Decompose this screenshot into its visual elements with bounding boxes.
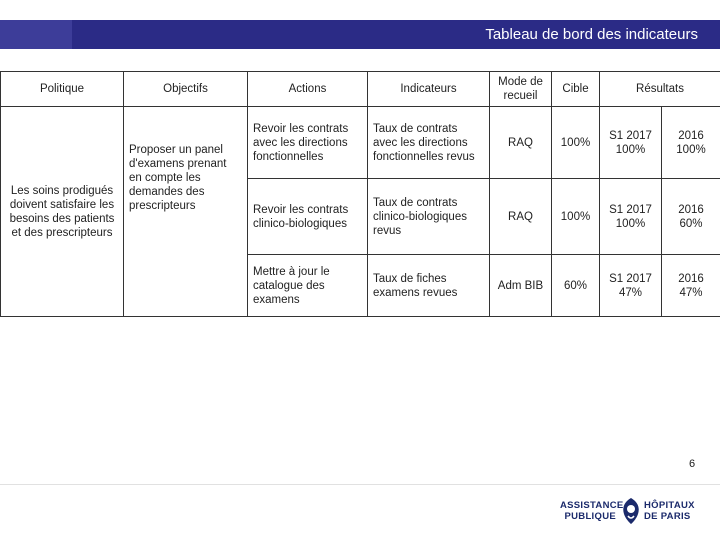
header-accent	[0, 20, 72, 49]
action-cell: Revoir les contrats avec les directions …	[247, 106, 368, 179]
resultat-2016-cell: 2016 100%	[661, 106, 720, 179]
resultat-s1-cell: S1 2017 100%	[599, 106, 662, 179]
resultat-s1-cell: S1 2017 100%	[599, 178, 662, 255]
header-objectifs: Objectifs	[123, 71, 248, 107]
indicateur-cell: Taux de contrats avec les directions fon…	[367, 106, 490, 179]
mode-cell: RAQ	[489, 106, 552, 179]
indicateur-cell: Taux de contrats clinico-biologiques rev…	[367, 178, 490, 255]
logo-text-right: HÔPITAUX DE PARIS	[644, 500, 695, 522]
logo-text-left: ASSISTANCE PUBLIQUE	[560, 500, 624, 522]
table-header-row: Politique Objectifs Actions Indicateurs …	[0, 71, 720, 107]
header-politique: Politique	[0, 71, 124, 107]
header-mode-recueil: Mode de recueil	[489, 71, 552, 107]
mode-cell: Adm BIB	[489, 254, 552, 317]
header-band	[0, 20, 720, 49]
cible-cell: 100%	[551, 178, 600, 255]
politique-cell: Les soins prodigués doivent satisfaire l…	[0, 106, 124, 317]
table-row: Revoir les contrats clinico-biologiques …	[1, 178, 720, 255]
action-cell: Mettre à jour le catalogue des examens	[247, 254, 368, 317]
aphp-logo: ASSISTANCE PUBLIQUE HÔPITAUX DE PARIS	[560, 496, 705, 528]
objectif-cell: Proposer un panel d'examens prenant en c…	[123, 106, 248, 317]
footer-divider	[0, 484, 720, 485]
resultat-2016-cell: 2016 47%	[661, 254, 720, 317]
resultat-s1-cell: S1 2017 47%	[599, 254, 662, 317]
action-cell: Revoir les contrats clinico-biologiques	[247, 178, 368, 255]
indicateur-cell: Taux de fiches examens revues	[367, 254, 490, 317]
mode-cell: RAQ	[489, 178, 552, 255]
indicators-table: Politique Objectifs Actions Indicateurs …	[0, 71, 720, 317]
header-cible: Cible	[551, 71, 600, 107]
table-row: Mettre à jour le catalogue des examens T…	[1, 254, 720, 317]
cible-cell: 60%	[551, 254, 600, 317]
page-number: 6	[689, 458, 696, 470]
cible-cell: 100%	[551, 106, 600, 179]
header-indicateurs: Indicateurs	[367, 71, 490, 107]
page-title: Tableau de bord des indicateurs	[485, 26, 698, 43]
logo-mark-icon	[623, 498, 639, 524]
header-actions: Actions	[247, 71, 368, 107]
resultat-2016-cell: 2016 60%	[661, 178, 720, 255]
table-row: Les soins prodigués doivent satisfaire l…	[0, 106, 720, 317]
header-resultats: Résultats	[599, 71, 720, 107]
